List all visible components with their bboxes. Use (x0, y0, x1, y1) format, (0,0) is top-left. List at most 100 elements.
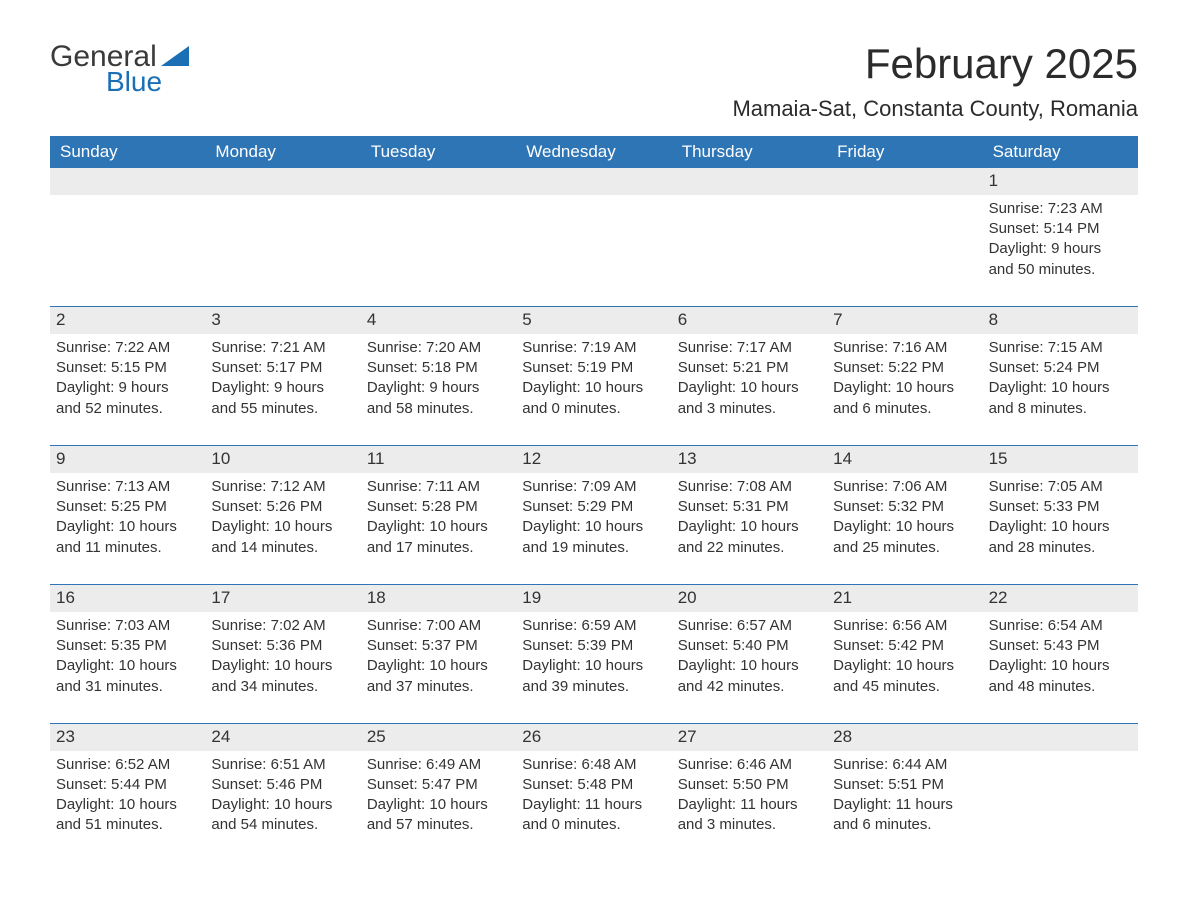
day-cell: 15Sunrise: 7:05 AMSunset: 5:33 PMDayligh… (983, 446, 1138, 568)
daylight-label: Daylight: (56, 518, 114, 535)
sunrise-label: Sunrise: (678, 339, 733, 356)
sunset-line: Sunset: 5:32 PM (833, 497, 972, 517)
day-info: Sunrise: 6:52 AMSunset: 5:44 PMDaylight:… (56, 755, 195, 836)
sunrise-label: Sunrise: (56, 617, 111, 634)
sunrise-line: Sunrise: 7:11 AM (367, 477, 506, 497)
daylight-line: Daylight: 10 hours and 51 minutes. (56, 795, 195, 836)
logo: General Blue (50, 40, 189, 98)
weekday-header-cell: Tuesday (361, 136, 516, 168)
sunset-value: 5:48 PM (577, 776, 633, 793)
day-number: 18 (361, 585, 516, 612)
sunset-value: 5:25 PM (111, 498, 167, 515)
sunset-line: Sunset: 5:36 PM (211, 636, 350, 656)
sunset-label: Sunset: (989, 637, 1040, 654)
sunrise-value: 7:13 AM (115, 478, 170, 495)
daylight-label: Daylight: (522, 796, 580, 813)
sunset-line: Sunset: 5:51 PM (833, 775, 972, 795)
day-cell: 17Sunrise: 7:02 AMSunset: 5:36 PMDayligh… (205, 585, 360, 707)
sunrise-label: Sunrise: (367, 756, 422, 773)
sunrise-value: 7:02 AM (271, 617, 326, 634)
sunrise-value: 6:51 AM (271, 756, 326, 773)
sunset-label: Sunset: (989, 220, 1040, 237)
day-info: Sunrise: 7:23 AMSunset: 5:14 PMDaylight:… (989, 199, 1128, 280)
sunset-label: Sunset: (833, 359, 884, 376)
sunset-value: 5:22 PM (888, 359, 944, 376)
day-number: 27 (672, 724, 827, 751)
sunset-label: Sunset: (211, 637, 262, 654)
sunrise-line: Sunrise: 7:13 AM (56, 477, 195, 497)
sunrise-label: Sunrise: (833, 617, 888, 634)
sunrise-value: 7:09 AM (581, 478, 636, 495)
day-number: 7 (827, 307, 982, 334)
sunrise-value: 7:06 AM (892, 478, 947, 495)
sunrise-value: 7:23 AM (1048, 200, 1103, 217)
daylight-line: Daylight: 10 hours and 22 minutes. (678, 517, 817, 558)
logo-word-blue: Blue (106, 66, 189, 98)
sunrise-label: Sunrise: (678, 617, 733, 634)
sunset-label: Sunset: (989, 359, 1040, 376)
daylight-label: Daylight: (367, 657, 425, 674)
sunset-value: 5:42 PM (888, 637, 944, 654)
sunrise-value: 6:44 AM (892, 756, 947, 773)
day-cell: 22Sunrise: 6:54 AMSunset: 5:43 PMDayligh… (983, 585, 1138, 707)
day-number: 28 (827, 724, 982, 751)
sunrise-label: Sunrise: (211, 617, 266, 634)
sunset-value: 5:18 PM (422, 359, 478, 376)
day-cell: 27Sunrise: 6:46 AMSunset: 5:50 PMDayligh… (672, 724, 827, 846)
sunset-value: 5:14 PM (1044, 220, 1100, 237)
daylight-label: Daylight: (211, 796, 269, 813)
week-row: 2Sunrise: 7:22 AMSunset: 5:15 PMDaylight… (50, 306, 1138, 429)
day-number: 22 (983, 585, 1138, 612)
sunrise-line: Sunrise: 7:05 AM (989, 477, 1128, 497)
daylight-line: Daylight: 10 hours and 0 minutes. (522, 378, 661, 419)
sunset-value: 5:43 PM (1044, 637, 1100, 654)
sunrise-value: 7:19 AM (581, 339, 636, 356)
day-info: Sunrise: 6:49 AMSunset: 5:47 PMDaylight:… (367, 755, 506, 836)
sunrise-line: Sunrise: 7:20 AM (367, 338, 506, 358)
daylight-label: Daylight: (678, 518, 736, 535)
daylight-label: Daylight: (989, 379, 1047, 396)
day-info: Sunrise: 6:46 AMSunset: 5:50 PMDaylight:… (678, 755, 817, 836)
daylight-label: Daylight: (989, 240, 1047, 257)
sunrise-value: 7:05 AM (1048, 478, 1103, 495)
sunset-line: Sunset: 5:50 PM (678, 775, 817, 795)
sunrise-line: Sunrise: 6:46 AM (678, 755, 817, 775)
sunset-value: 5:24 PM (1044, 359, 1100, 376)
day-number (516, 168, 671, 195)
sunset-value: 5:28 PM (422, 498, 478, 515)
sunset-value: 5:39 PM (577, 637, 633, 654)
sunrise-value: 6:52 AM (115, 756, 170, 773)
daylight-label: Daylight: (367, 379, 425, 396)
sunrise-label: Sunrise: (989, 339, 1044, 356)
sunset-value: 5:33 PM (1044, 498, 1100, 515)
sunrise-line: Sunrise: 7:12 AM (211, 477, 350, 497)
day-number: 4 (361, 307, 516, 334)
day-cell-empty (827, 168, 982, 290)
day-cell-empty (516, 168, 671, 290)
sunset-line: Sunset: 5:48 PM (522, 775, 661, 795)
weekday-header-row: SundayMondayTuesdayWednesdayThursdayFrid… (50, 136, 1138, 168)
sunset-label: Sunset: (522, 359, 573, 376)
sunset-line: Sunset: 5:19 PM (522, 358, 661, 378)
sunrise-line: Sunrise: 7:03 AM (56, 616, 195, 636)
sunrise-label: Sunrise: (56, 478, 111, 495)
sunset-value: 5:47 PM (422, 776, 478, 793)
day-cell: 18Sunrise: 7:00 AMSunset: 5:37 PMDayligh… (361, 585, 516, 707)
sunset-label: Sunset: (678, 776, 729, 793)
weekday-header-cell: Monday (205, 136, 360, 168)
sunrise-label: Sunrise: (989, 617, 1044, 634)
day-number: 21 (827, 585, 982, 612)
sunset-line: Sunset: 5:43 PM (989, 636, 1128, 656)
sunrise-line: Sunrise: 7:00 AM (367, 616, 506, 636)
sunset-line: Sunset: 5:29 PM (522, 497, 661, 517)
daylight-line: Daylight: 9 hours and 50 minutes. (989, 239, 1128, 280)
title-block: February 2025 Mamaia-Sat, Constanta Coun… (732, 40, 1138, 122)
sunset-value: 5:17 PM (266, 359, 322, 376)
sunset-value: 5:36 PM (266, 637, 322, 654)
day-cell: 12Sunrise: 7:09 AMSunset: 5:29 PMDayligh… (516, 446, 671, 568)
day-number: 13 (672, 446, 827, 473)
day-number: 17 (205, 585, 360, 612)
sunset-label: Sunset: (833, 776, 884, 793)
sunset-line: Sunset: 5:28 PM (367, 497, 506, 517)
sunrise-value: 6:46 AM (737, 756, 792, 773)
